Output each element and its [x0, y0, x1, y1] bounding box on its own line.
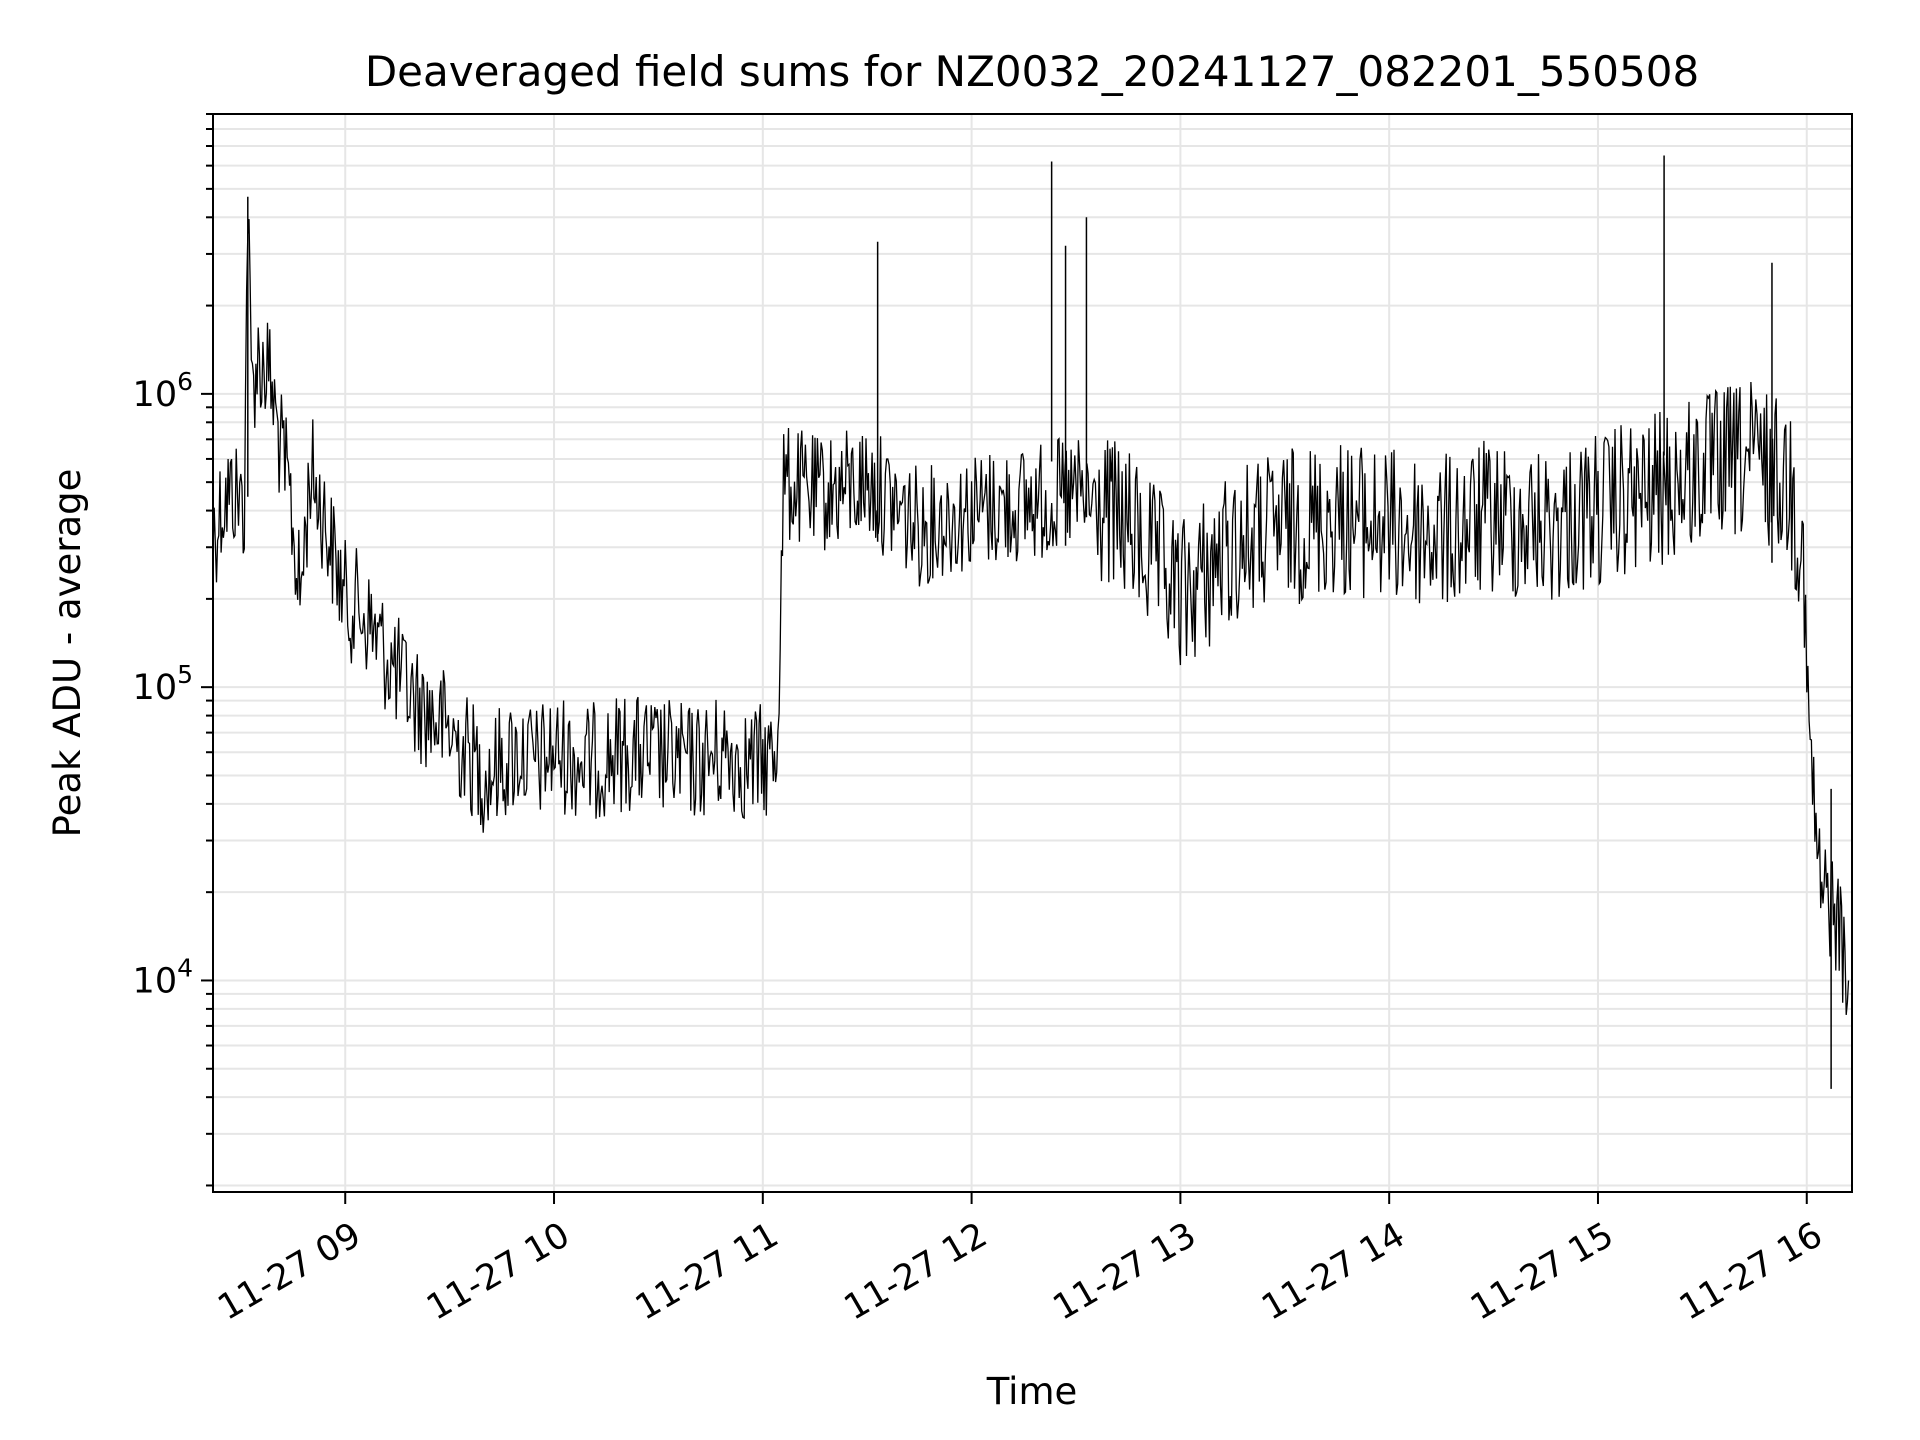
- plot-area: [212, 113, 1853, 1193]
- x-tick-label: 11-27 10: [420, 1215, 576, 1328]
- y-tick-label: 105: [133, 660, 193, 708]
- y-tick-label: 104: [133, 953, 193, 1001]
- y-axis-ticks: 104 105 106: [133, 113, 213, 1187]
- x-tick-label: 11-27 13: [1047, 1215, 1203, 1328]
- x-tick-label: 11-27 11: [629, 1215, 785, 1328]
- y-tick-label: 106: [133, 367, 193, 415]
- y-axis-label: Peak ADU - average: [46, 469, 89, 838]
- x-tick-label: 11-27 15: [1464, 1215, 1620, 1328]
- grid: [213, 113, 1852, 1192]
- data-line: [212, 155, 1850, 1089]
- x-tick-label: 11-27 12: [838, 1215, 994, 1328]
- x-axis-label: Time: [986, 1370, 1078, 1413]
- series-line: [212, 219, 1850, 1015]
- x-tick-label: 11-27 16: [1673, 1215, 1829, 1328]
- x-axis-ticks: 11-27 09 11-27 10 11-27 11 11-27 12 11-27 13…: [211, 1192, 1829, 1328]
- chart-title: Deaveraged field sums for NZ0032_2024112…: [365, 47, 1699, 96]
- x-tick-label: 11-27 14: [1255, 1215, 1411, 1328]
- x-tick-label: 11-27 09: [211, 1215, 367, 1328]
